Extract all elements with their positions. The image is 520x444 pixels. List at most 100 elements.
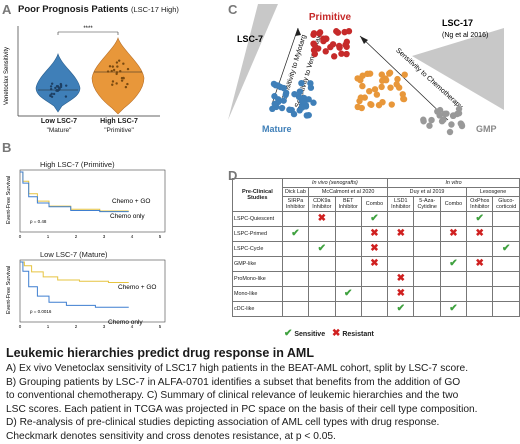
response-cell	[360, 271, 389, 287]
violin-point	[64, 95, 68, 98]
pca-point	[269, 105, 276, 113]
response-cell	[492, 211, 520, 227]
km-xtick-label: 3	[103, 234, 106, 239]
study-mccalmont: McCalmont et al 2020	[308, 187, 389, 197]
response-cell: ✖	[439, 226, 468, 242]
lsc7-label: LSC-7	[237, 34, 263, 44]
km-low-curve-chemo-only	[20, 261, 129, 308]
response-cell	[281, 256, 310, 272]
cross-icon: ✖	[370, 258, 379, 269]
response-cell	[281, 271, 310, 287]
cross-icon: ✖	[396, 228, 405, 239]
pca-point	[271, 100, 278, 108]
pca-point	[401, 71, 408, 78]
response-cell	[334, 271, 362, 287]
violin-point	[106, 70, 110, 73]
caption-line-1: A) Ex vivo Venetoclax sensitivity of LSC…	[6, 363, 469, 374]
response-cell	[334, 226, 362, 242]
violin-point	[59, 85, 63, 89]
km-low-pval: p = 0.0016	[30, 309, 52, 314]
pca-point	[388, 101, 395, 108]
violin-point	[111, 80, 115, 83]
response-cell	[466, 286, 494, 302]
panel-a-violin-plot: Venetoclax Sensitivity ****	[4, 26, 160, 117]
primitive-label: Primitive	[309, 12, 352, 23]
pca-point	[387, 84, 394, 91]
table-row: LSPC-Primed ✔ ✖ ✖ ✖ ✖	[232, 226, 520, 242]
pca-point	[280, 97, 287, 104]
violin-point	[54, 86, 57, 90]
check-icon: ✔	[370, 213, 379, 224]
response-cell: ✔	[439, 256, 468, 272]
violin-point	[52, 92, 56, 96]
significance-stars: ****	[83, 26, 93, 32]
drug-header: BET Inhibitor	[334, 196, 362, 212]
cell-type-label: LSPC-Quiescent	[232, 211, 283, 227]
pca-point	[331, 53, 338, 60]
pca-point	[420, 116, 427, 123]
pca-point	[322, 48, 329, 55]
pca-point	[371, 86, 379, 93]
pca-point	[436, 106, 444, 114]
response-cell: ✖	[360, 241, 389, 257]
response-cell: ✖	[360, 256, 389, 272]
study-duy: Duy et al 2019	[387, 187, 468, 197]
pca-point	[440, 116, 447, 123]
pca-point	[428, 116, 435, 124]
violin-point	[49, 94, 52, 98]
legend-resistant-text: Resistant	[342, 331, 374, 338]
caption-line-6: Checkmark denotes sensitivity and cross …	[6, 430, 336, 442]
check-icon: ✔	[449, 303, 458, 314]
pca-point	[373, 91, 381, 98]
panel-a-label: A	[2, 2, 12, 17]
response-cell	[308, 271, 336, 287]
pca-point	[436, 112, 443, 119]
violin-high-lsc7	[91, 37, 145, 115]
response-cell: ✔	[308, 241, 336, 257]
violin-point	[110, 69, 113, 73]
cross-icon: ✖	[370, 243, 379, 254]
table-row: GMP-like ✖ ✔ ✖	[232, 256, 520, 272]
cross-icon: ✖	[475, 228, 484, 239]
response-cell	[308, 226, 336, 242]
cell-type-label: LSPC-Cycle	[232, 241, 283, 257]
pca-point	[364, 70, 371, 78]
pca-point	[386, 70, 393, 77]
km-high-curve-chemo-only	[20, 171, 129, 213]
caption-line-5: D) Re-analysis of pre-clinical studies d…	[6, 417, 440, 429]
violin-point	[115, 82, 118, 85]
pca-point	[448, 121, 455, 128]
km-low-only-label: Chemo only	[108, 319, 143, 326]
response-cell	[308, 256, 336, 272]
violin-point	[122, 62, 125, 65]
response-cell	[466, 301, 494, 317]
km-xticks: 0 0 1 1 2 2 3 3 4 4 5 5	[19, 234, 162, 329]
drug-header: Gluco-corticoid	[492, 196, 520, 212]
pca-point	[343, 50, 350, 58]
drug-header: Combo	[439, 196, 468, 212]
response-cell	[492, 271, 520, 287]
cross-icon: ✖	[449, 228, 458, 239]
response-cell: ✔	[439, 301, 468, 317]
response-cell: ✖	[308, 211, 336, 227]
pca-point	[379, 98, 386, 106]
caption-title: Leukemic hierarchies predict drug respon…	[6, 346, 314, 360]
legend-resistant: ✖ Resistant	[332, 329, 374, 339]
response-cell	[413, 301, 441, 317]
drug-header: Combo	[360, 196, 389, 212]
violin-point	[126, 82, 129, 86]
table-row: LSPC-Quiescent ✖ ✔ ✔	[232, 211, 520, 227]
response-cell	[387, 211, 415, 227]
pca-point	[354, 103, 361, 111]
check-icon: ✔	[475, 213, 484, 224]
response-cell: ✔	[466, 211, 494, 227]
response-cell	[360, 286, 389, 302]
violin-point	[124, 85, 128, 89]
response-cell	[334, 211, 362, 227]
legend-sensitive: ✔ Sensitive	[284, 329, 325, 339]
table-row: Mono-like ✔ ✖	[232, 286, 520, 302]
response-cell	[413, 256, 441, 272]
pca-point	[329, 41, 337, 48]
cross-icon: ✖	[396, 273, 405, 284]
lsc17-label: LSC-17	[442, 18, 473, 28]
